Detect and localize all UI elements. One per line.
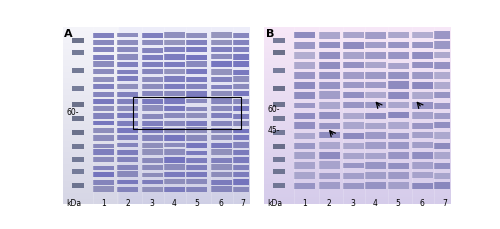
- Text: 45-: 45-: [268, 125, 280, 134]
- Text: 1: 1: [302, 199, 307, 207]
- Text: 5: 5: [194, 199, 199, 207]
- Text: kDa: kDa: [66, 199, 82, 207]
- Text: 7: 7: [241, 199, 246, 207]
- Text: 4: 4: [172, 199, 176, 207]
- Text: B: B: [266, 29, 274, 39]
- Text: kDa: kDa: [268, 199, 282, 207]
- Text: 7: 7: [442, 199, 447, 207]
- Text: 2: 2: [326, 199, 332, 207]
- Text: 4: 4: [373, 199, 378, 207]
- Text: 60-: 60-: [66, 108, 78, 117]
- Text: 2: 2: [126, 199, 130, 207]
- Text: 60-: 60-: [268, 104, 280, 113]
- Text: 5: 5: [396, 199, 400, 207]
- Text: 6: 6: [420, 199, 424, 207]
- Text: 3: 3: [150, 199, 154, 207]
- Text: 6: 6: [218, 199, 224, 207]
- Text: 1: 1: [101, 199, 106, 207]
- Bar: [134, 98, 242, 130]
- Text: 3: 3: [350, 199, 356, 207]
- Text: A: A: [64, 29, 73, 39]
